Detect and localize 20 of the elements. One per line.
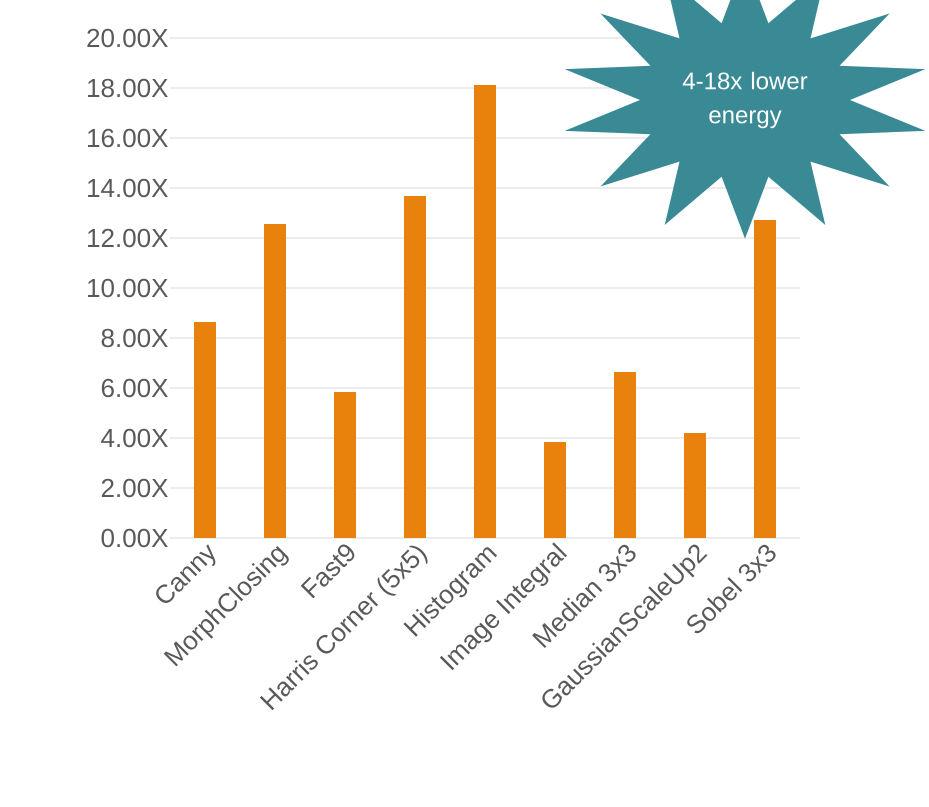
y-tick-label: 4.00X bbox=[101, 428, 168, 448]
y-tick-label: 12.00X bbox=[88, 228, 168, 248]
bar bbox=[474, 84, 496, 538]
bar bbox=[614, 372, 636, 538]
y-tick-label: 10.00X bbox=[88, 278, 168, 298]
bar bbox=[684, 433, 706, 538]
y-tick-label: 16.00X bbox=[88, 128, 168, 148]
annotation: 4-18x lower energy bbox=[682, 72, 808, 128]
y-tick-label: 2.00X bbox=[102, 478, 168, 498]
bar bbox=[194, 322, 216, 538]
y-tick-label: 8.00X bbox=[102, 328, 168, 348]
y-tick-label: 6.00X bbox=[102, 378, 168, 398]
bar bbox=[754, 220, 776, 538]
y-tick-label: 14.00X bbox=[88, 178, 168, 198]
y-tick-label: 18.00X bbox=[88, 78, 168, 98]
bar bbox=[404, 196, 426, 538]
y-tick-label: 20.00X bbox=[87, 28, 168, 48]
bar bbox=[264, 224, 286, 538]
bar bbox=[334, 392, 356, 538]
bar bbox=[544, 442, 566, 538]
